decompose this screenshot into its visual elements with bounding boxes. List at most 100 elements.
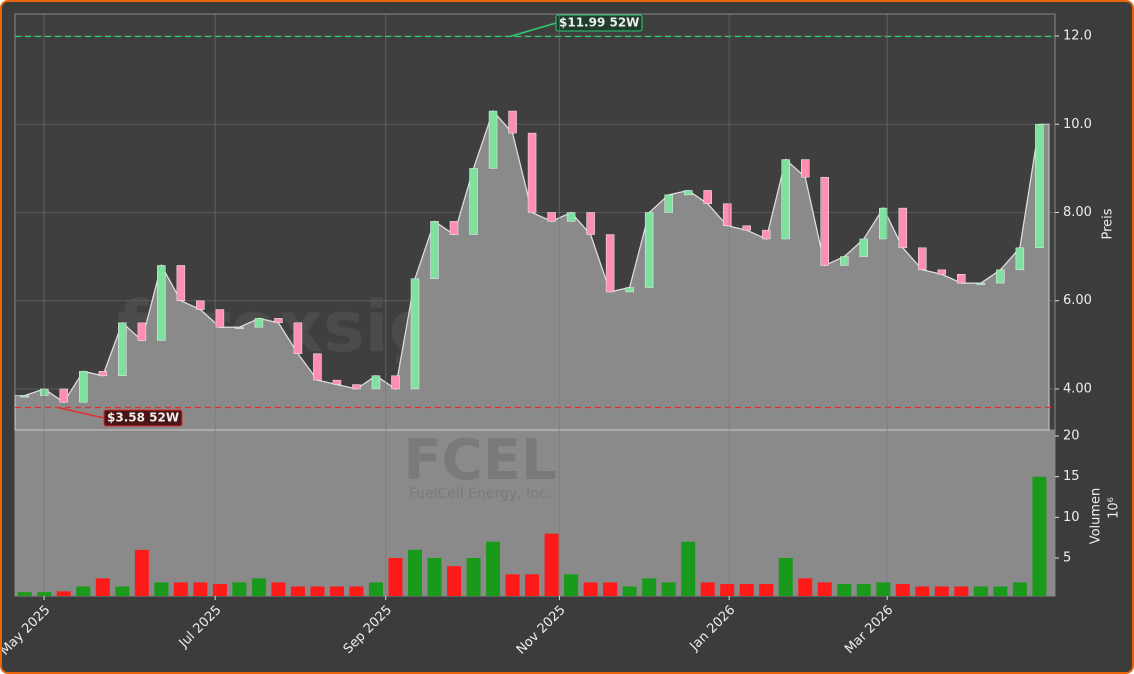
candle — [683, 190, 693, 196]
candle — [215, 309, 225, 328]
candle — [918, 247, 927, 271]
company-watermark: FuelCell Energy, Inc. — [409, 486, 551, 502]
y-axis-label: Preis — [1101, 208, 1116, 239]
volume-bar — [856, 584, 871, 596]
candle — [449, 221, 459, 235]
candle — [898, 207, 908, 249]
volume-bar — [642, 578, 657, 596]
candle — [508, 110, 517, 134]
volume-bar — [876, 582, 891, 596]
volume-bar — [310, 586, 325, 596]
candle — [761, 229, 771, 240]
volume-bar — [895, 584, 910, 596]
candle — [235, 326, 244, 329]
candle — [469, 168, 478, 235]
candle — [430, 221, 439, 279]
candle — [976, 282, 986, 285]
volume-bar — [427, 558, 442, 596]
volume-bar — [700, 582, 715, 596]
volume-bar — [466, 558, 481, 596]
volume-bar — [95, 578, 110, 596]
volume-bar — [622, 586, 637, 596]
volume-bar — [661, 582, 676, 596]
candle — [859, 238, 869, 257]
candle — [547, 212, 556, 222]
volume-bar — [681, 541, 696, 596]
candle — [957, 274, 966, 284]
volume-bar — [798, 578, 813, 596]
candle — [800, 159, 810, 178]
volume-bar — [525, 574, 540, 596]
volume-bar — [486, 541, 501, 596]
volume-bar — [134, 549, 149, 596]
volume-bar — [759, 584, 774, 596]
volume-bar — [720, 584, 735, 596]
candle — [566, 212, 576, 222]
volume-bar — [271, 582, 286, 596]
candle — [59, 388, 69, 403]
candle — [879, 207, 888, 240]
volume-bar — [349, 586, 364, 596]
volume-bar — [1012, 582, 1027, 596]
volume-bar — [583, 582, 598, 596]
x-tick-label: Mar 2026 — [842, 603, 896, 657]
candle — [79, 371, 88, 403]
volume-bar — [154, 582, 169, 596]
ticker-watermark: FCEL — [403, 428, 556, 493]
x-tick-label: Sep 2025 — [341, 603, 395, 657]
candle — [605, 234, 615, 293]
annotation-box — [555, 14, 643, 32]
volume-bar — [290, 586, 305, 596]
candle — [20, 395, 30, 398]
candle — [274, 318, 283, 324]
candle — [488, 110, 498, 169]
candle — [781, 159, 790, 240]
y-axis-label: Volumen — [1089, 488, 1104, 545]
volume-bar — [251, 578, 266, 596]
volume-bar — [232, 582, 247, 596]
candle — [254, 318, 264, 328]
volume-bar — [954, 586, 969, 596]
candle — [703, 190, 712, 204]
candle — [840, 256, 849, 266]
y-tick-label: 12.0 — [1063, 29, 1092, 44]
volume-bar — [76, 586, 91, 596]
x-tick-label: Nov 2025 — [514, 603, 569, 658]
x-tick-label: May 2025 — [2, 603, 53, 659]
volume-bar — [329, 586, 344, 596]
candle — [937, 269, 947, 275]
candle — [98, 371, 108, 376]
y-tick-label: 10.0 — [1063, 117, 1092, 132]
volume-bar — [603, 582, 618, 596]
candle — [722, 203, 732, 226]
volume-bar — [739, 584, 754, 596]
annotation-arrow — [509, 22, 557, 38]
candle — [1035, 124, 1044, 249]
candle — [1015, 247, 1025, 271]
candle — [196, 300, 205, 310]
candle — [137, 322, 147, 341]
volume-bar — [817, 582, 832, 596]
volume-bar — [173, 582, 188, 596]
volume-bar — [564, 574, 579, 596]
candle — [742, 225, 751, 231]
y-tick-label: 20 — [1063, 429, 1080, 444]
volume-bar — [915, 586, 930, 596]
candle — [293, 322, 303, 354]
annotation-box — [103, 409, 183, 427]
volume-bar — [37, 592, 52, 596]
candle — [313, 353, 322, 381]
volume-bar — [447, 566, 462, 596]
volume-bar — [193, 582, 208, 596]
y-tick-label: 8.00 — [1063, 205, 1092, 220]
volume-bar — [973, 586, 988, 596]
candle — [391, 375, 400, 390]
candle — [176, 265, 186, 301]
volume-panel — [14, 429, 1056, 597]
volume-bar — [993, 586, 1008, 596]
volume-bar — [837, 584, 852, 596]
volume-bar — [778, 558, 793, 596]
volume-bar — [212, 584, 227, 596]
